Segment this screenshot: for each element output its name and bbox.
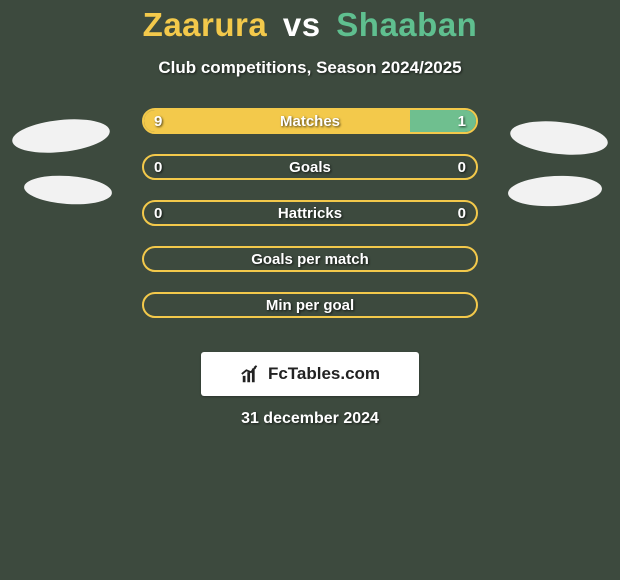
stat-bar: Matches91 (142, 108, 478, 134)
stat-bar: Goals0 0 (142, 154, 478, 180)
stat-value-left: 9 (154, 110, 182, 132)
stat-label: Min per goal (144, 294, 476, 316)
stat-label: Goals (144, 156, 476, 178)
stat-row: Hattricks0 0 (0, 200, 620, 226)
stat-bar: Goals per match (142, 246, 478, 272)
stat-value-right: 0 (438, 202, 466, 224)
date-text: 31 december 2024 (0, 410, 620, 428)
stat-row: Min per goal (0, 292, 620, 318)
source-name: FcTables.com (268, 364, 380, 384)
stat-value-right: 0 (438, 156, 466, 178)
stat-value-left: 0 (154, 156, 182, 178)
stat-value-right: 1 (438, 110, 466, 132)
player1-name: Zaarura (143, 6, 268, 43)
subtitle: Club competitions, Season 2024/2025 (0, 58, 620, 78)
stat-label: Hattricks (144, 202, 476, 224)
stat-row: Goals per match (0, 246, 620, 272)
stat-bar: Min per goal (142, 292, 478, 318)
stat-rows: Matches91Goals00Hattricks00Goals per mat… (0, 108, 620, 318)
stat-row: Matches91 (0, 108, 620, 134)
chart-icon (240, 363, 262, 385)
vs-text: vs (283, 6, 321, 43)
bar-fill-left (144, 110, 410, 132)
stat-bar: Hattricks0 0 (142, 200, 478, 226)
player2-name: Shaaban (336, 6, 477, 43)
stat-row: Goals0 0 (0, 154, 620, 180)
comparison-card: Zaarura vs Shaaban Club competitions, Se… (0, 0, 620, 580)
stat-label: Goals per match (144, 248, 476, 270)
page-title: Zaarura vs Shaaban (0, 6, 620, 44)
source-logo: FcTables.com (201, 352, 419, 396)
stat-value-left: 0 (154, 202, 182, 224)
